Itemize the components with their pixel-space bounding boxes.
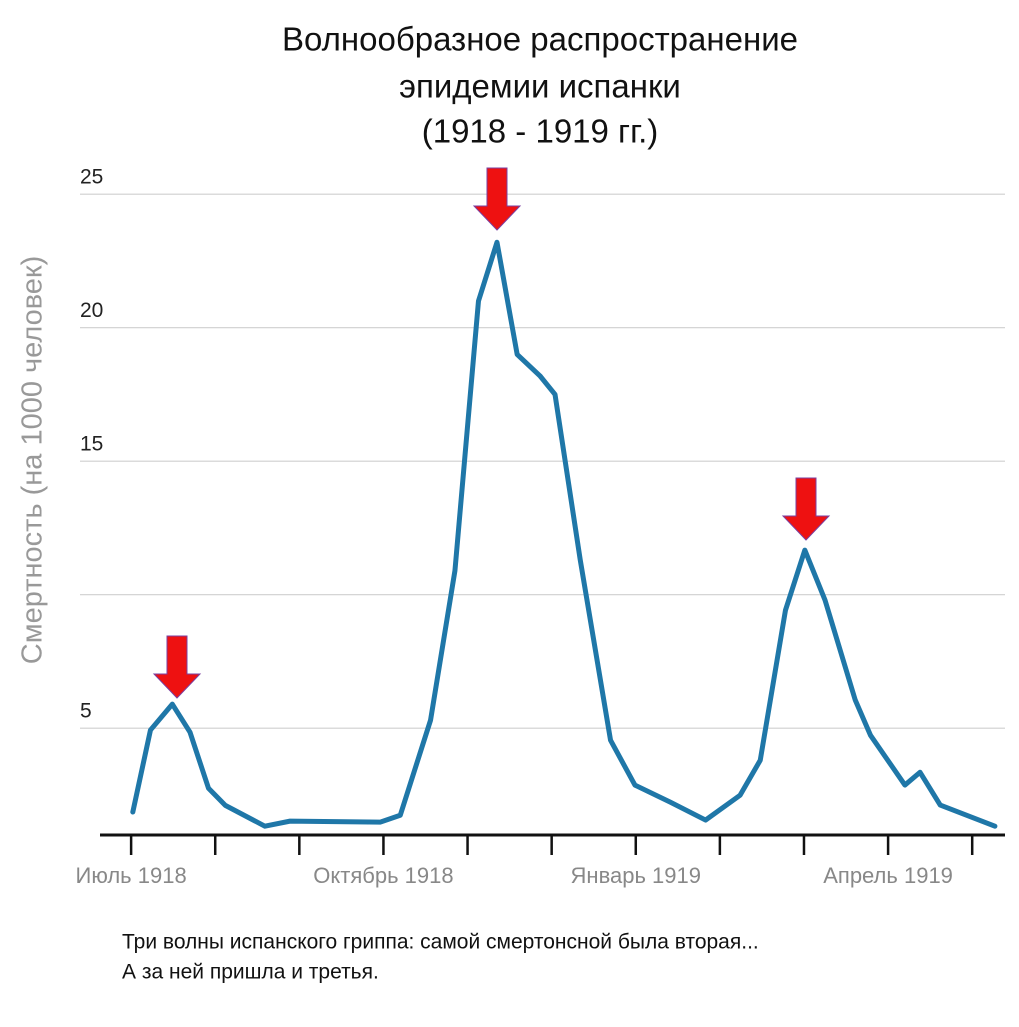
chart-title: (1918 - 1919 гг.) — [422, 113, 659, 150]
y-tick-label: 25 — [80, 166, 103, 189]
y-tick-label: 15 — [80, 433, 103, 456]
note: Три волны испанского гриппа: самой смерт… — [122, 931, 759, 954]
annotation-arrows — [152, 167, 831, 699]
x-tick-label: Июль 1918 — [76, 863, 187, 888]
arrow — [781, 477, 831, 541]
y-tick-label: 20 — [80, 299, 103, 322]
y-tick-label: 5 — [80, 700, 92, 723]
x-tick-label: Апрель 1919 — [823, 863, 953, 888]
line — [130, 239, 998, 829]
arrow — [472, 167, 522, 231]
note: А за ней пришла и третья. — [122, 961, 379, 984]
x-tick-label: Январь 1919 — [571, 863, 701, 888]
chart-title: эпидемии испанки — [399, 68, 681, 105]
x-tick-label: Октябрь 1918 — [313, 863, 453, 888]
chart-title: Волнообразное распространение — [282, 21, 798, 58]
y-axis-label: Смертность (на 1000 человек) — [17, 256, 49, 665]
arrow — [152, 635, 202, 699]
